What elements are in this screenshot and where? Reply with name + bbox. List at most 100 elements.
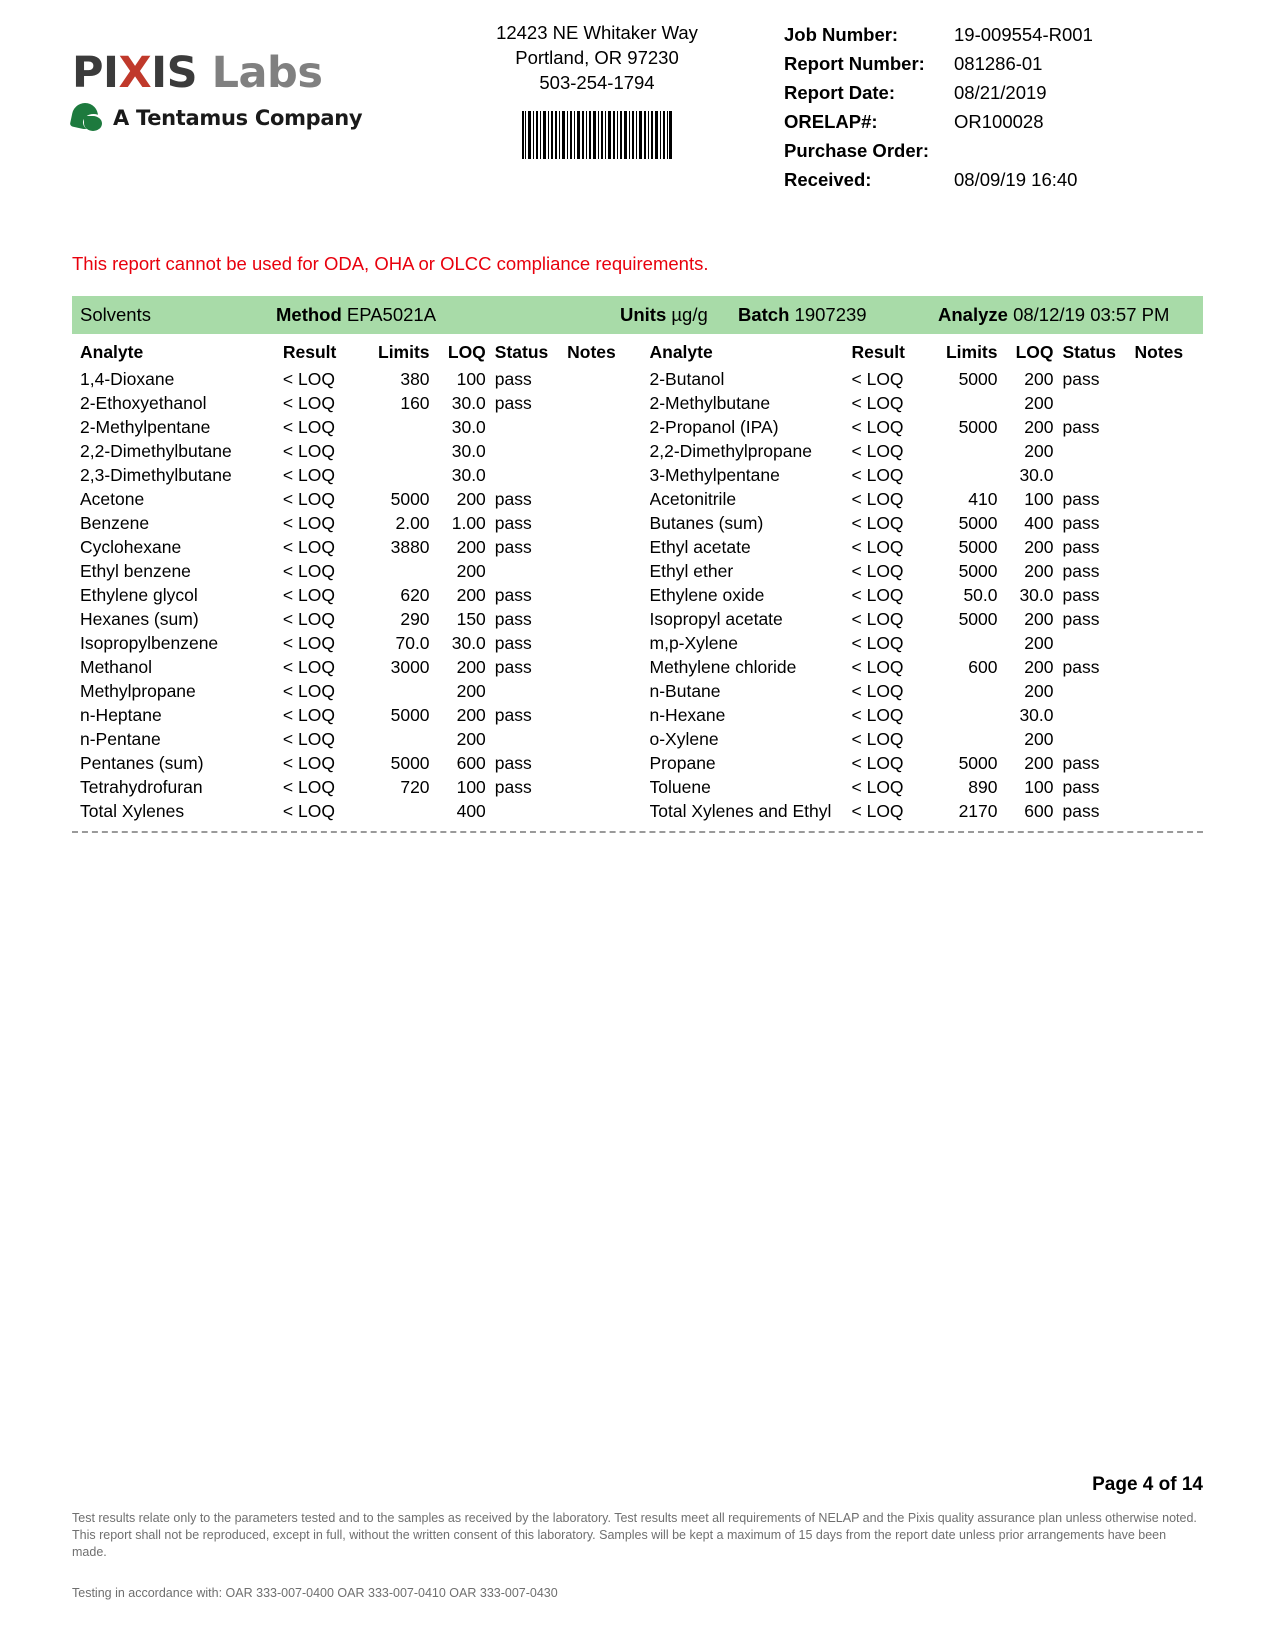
method-value: EPA5021A <box>346 304 437 325</box>
results-column-left: Analyte Result Limits LOQ Status Notes 1… <box>80 334 638 823</box>
cell-notes <box>1127 655 1205 679</box>
meta-label: Report Date: <box>784 82 896 103</box>
cell-loq: 30.0 <box>451 392 486 413</box>
cell-result: < LOQ <box>282 560 335 581</box>
cell-loq: 400 <box>456 800 486 821</box>
cell-analyte: n-Pentane <box>80 728 161 749</box>
leaf-icon <box>69 100 106 133</box>
cell-result: < LOQ <box>851 488 904 509</box>
cell-result: < LOQ <box>851 392 904 413</box>
logo-letter-x: X <box>118 48 152 98</box>
cell-loq: 30.0 <box>1019 584 1054 605</box>
cell-analyte: o-Xylene <box>649 728 719 749</box>
cell-result: < LOQ <box>851 560 904 581</box>
units-value: µg/g <box>671 304 708 325</box>
table-row: n-Pentane < LOQ 200 <box>80 727 638 751</box>
meta-label: Job Number: <box>784 24 899 45</box>
table-row: 1,4-Dioxane < LOQ 380 100 pass <box>80 367 638 391</box>
cell-loq: 200 <box>456 728 486 749</box>
cell-loq: 100 <box>456 776 486 797</box>
cell-analyte: n-Heptane <box>80 704 162 725</box>
cell-limits: 3880 <box>390 536 430 557</box>
cell-analyte: 3-Methylpentane <box>649 464 780 485</box>
col-loq: LOQ <box>447 342 486 362</box>
cell-loq: 200 <box>456 488 486 509</box>
cell-status: pass <box>494 584 532 605</box>
panel-method: Method EPA5021A <box>276 304 620 326</box>
cell-status: pass <box>1062 560 1100 581</box>
cell-limits <box>932 391 998 415</box>
cell-limits: 5000 <box>958 368 998 389</box>
meta-value: 081286-01 <box>954 53 1043 74</box>
logo-word-labs: Labs <box>211 48 323 98</box>
cell-status <box>486 799 559 823</box>
table-row: 2-Methylbutane < LOQ 200 <box>650 391 1205 415</box>
cell-limits <box>363 463 429 487</box>
col-notes: Notes <box>1134 342 1184 362</box>
logo-letters-is: IS <box>151 48 198 98</box>
accordance-text: Testing in accordance with: OAR 333-007-… <box>72 1586 558 1600</box>
cell-limits: 5000 <box>958 416 998 437</box>
cell-loq: 200 <box>456 536 486 557</box>
units-label: Units <box>620 304 667 325</box>
cell-notes <box>1127 727 1205 751</box>
cell-loq: 30.0 <box>451 632 486 653</box>
cell-status: pass <box>1062 800 1100 821</box>
cell-limits: 3000 <box>390 656 430 677</box>
table-row: 2,3-Dimethylbutane < LOQ 30.0 <box>80 463 638 487</box>
meta-value: 08/21/2019 <box>954 82 1047 103</box>
cell-analyte: Total Xylenes and Ethyl <box>649 800 832 821</box>
cell-status: pass <box>494 392 532 413</box>
cell-limits: 70.0 <box>395 632 430 653</box>
cell-limits: 5000 <box>958 608 998 629</box>
cell-loq: 100 <box>456 368 486 389</box>
cell-limits: 5000 <box>390 704 430 725</box>
meta-label: Purchase Order: <box>784 140 929 161</box>
cell-limits <box>363 679 429 703</box>
table-row: n-Butane < LOQ 200 <box>650 679 1205 703</box>
cell-loq: 200 <box>456 680 486 701</box>
cell-status <box>1054 703 1127 727</box>
meta-value: 19-009554-R001 <box>954 24 1093 45</box>
cell-analyte: Benzene <box>80 512 150 533</box>
cell-limits <box>932 679 998 703</box>
cell-result: < LOQ <box>282 800 335 821</box>
cell-result: < LOQ <box>282 656 335 677</box>
cell-analyte: Acetonitrile <box>649 488 737 509</box>
panel-units: Units µg/g <box>620 304 738 326</box>
cell-limits <box>363 799 429 823</box>
table-row: Ethyl acetate < LOQ 5000 200 pass <box>650 535 1205 559</box>
table-row: m,p-Xylene < LOQ 200 <box>650 631 1205 655</box>
cell-status: pass <box>1062 488 1100 509</box>
cell-result: < LOQ <box>282 584 335 605</box>
cell-notes <box>1127 751 1205 775</box>
cell-status <box>1054 631 1127 655</box>
cell-limits: 600 <box>968 656 998 677</box>
cell-notes <box>1127 415 1205 439</box>
cell-result: < LOQ <box>282 440 335 461</box>
cell-analyte: Ethylene glycol <box>80 584 198 605</box>
cell-limits <box>932 463 998 487</box>
cell-status: pass <box>1062 752 1100 773</box>
meta-row: Job Number: 19-009554-R001 <box>784 20 1184 49</box>
cell-notes <box>559 631 637 655</box>
cell-analyte: Propane <box>649 752 716 773</box>
cell-status: pass <box>494 632 532 653</box>
cell-limits: 5000 <box>958 752 998 773</box>
table-row: Benzene < LOQ 2.00 1.00 pass <box>80 511 638 535</box>
table-row: Ethylene oxide < LOQ 50.0 30.0 pass <box>650 583 1205 607</box>
method-label: Method <box>276 304 342 325</box>
col-analyte: Analyte <box>649 342 713 362</box>
cell-notes <box>559 679 637 703</box>
cell-status: pass <box>1062 368 1100 389</box>
cell-status: pass <box>494 776 532 797</box>
cell-limits <box>932 703 998 727</box>
cell-notes <box>559 703 637 727</box>
cell-result: < LOQ <box>282 464 335 485</box>
cell-limits: 5000 <box>390 752 430 773</box>
cell-analyte: Toluene <box>649 776 711 797</box>
solvents-results-panel: Solvents Method EPA5021A Units µg/g Batc… <box>72 296 1203 833</box>
table-row: 2-Propanol (IPA) < LOQ 5000 200 pass <box>650 415 1205 439</box>
table-row: Acetonitrile < LOQ 410 100 pass <box>650 487 1205 511</box>
cell-status <box>486 415 559 439</box>
